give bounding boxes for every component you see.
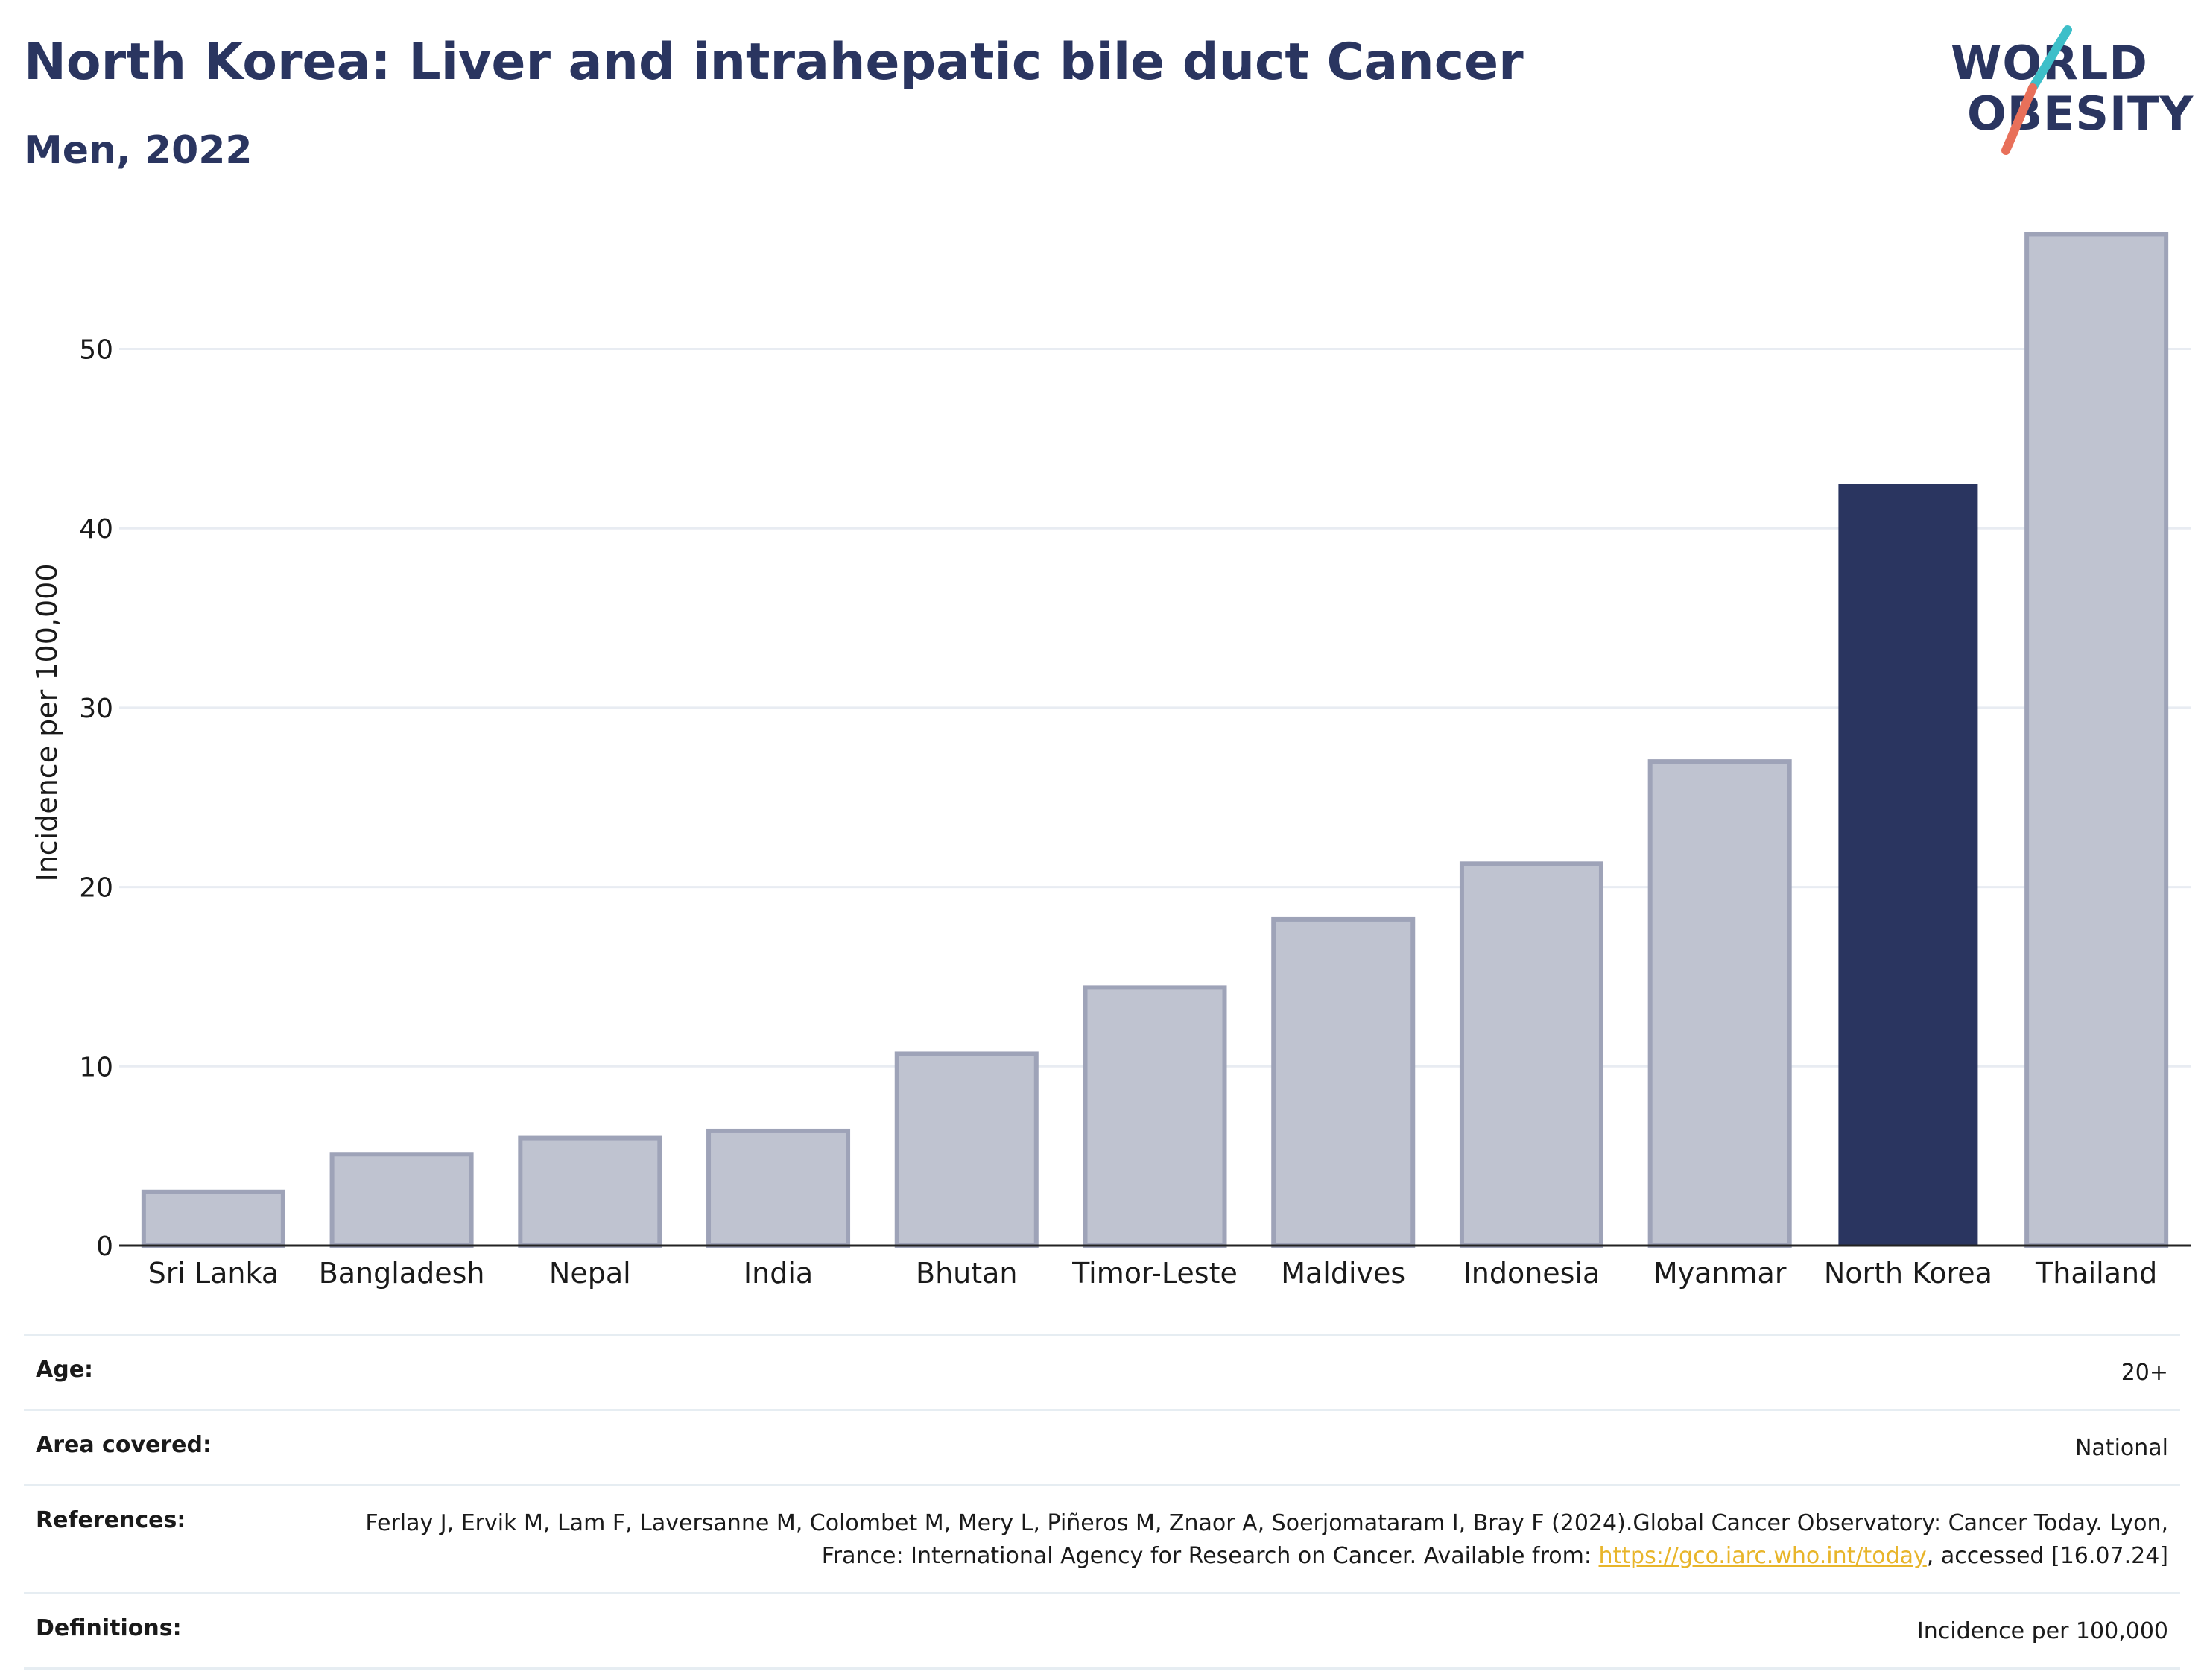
x-tick-label: Timor-Leste (1071, 1257, 1238, 1290)
x-tick-label: Indonesia (1463, 1257, 1600, 1290)
y-tick-label: 20 (79, 873, 113, 904)
y-axis-label: Incidence per 100,000 (31, 563, 63, 881)
age-label: Age: (36, 1357, 94, 1383)
y-tick-label: 10 (79, 1052, 113, 1083)
x-tick-label: Nepal (549, 1257, 631, 1290)
x-tick-label: Myanmar (1653, 1257, 1787, 1290)
references-label: References: (36, 1507, 186, 1533)
y-tick-label: 30 (79, 694, 113, 724)
bar-india (706, 1128, 851, 1249)
chart-subtitle: Men, 2022 (24, 128, 253, 173)
bar-maldives (1271, 916, 1416, 1249)
bar-chart: 0 10 20 30 40 50 Sri Lanka Bangladesh Nepal India… (31, 232, 2191, 1290)
x-tick-label: Bangladesh (319, 1257, 485, 1290)
logo-line-2: OBESITY (1967, 86, 2194, 141)
bar-indonesia (1459, 861, 1603, 1249)
references-text-2: , accessed [16.07.24] (1926, 1543, 2168, 1569)
references-link[interactable]: https://gco.iarc.who.int/today (1598, 1543, 1927, 1569)
age-value: 20+ (2121, 1360, 2168, 1386)
world-obesity-logo: WORLD OBESITY (1937, 15, 2194, 156)
x-tick-label: Maldives (1281, 1257, 1405, 1290)
bar-sri-lanka (141, 1189, 285, 1248)
meta-row-area: Area covered: National (24, 1409, 2180, 1484)
area-value: National (2074, 1435, 2168, 1461)
meta-row-definitions: Definitions: Incidence per 100,000 (24, 1592, 2180, 1670)
bar-myanmar (1647, 759, 1792, 1248)
bar-north-korea (1838, 484, 1978, 1246)
x-tick-label: India (744, 1257, 813, 1290)
definitions-label: Definitions: (36, 1615, 182, 1641)
metadata-table: Age: 20+ Area covered: National Referenc… (24, 1334, 2180, 1670)
x-tick-label: Bhutan (916, 1257, 1018, 1290)
x-tick-label: North Korea (1824, 1257, 1992, 1290)
bar-nepal (518, 1135, 662, 1249)
area-label: Area covered: (36, 1432, 212, 1458)
y-tick-label: 0 (96, 1232, 113, 1262)
axes: 0 10 20 30 40 50 Sri Lanka Bangladesh Nepal India… (79, 335, 2191, 1290)
references-value: Ferlay J, Ervik M, Lam F, Laversanne M, … (343, 1507, 2168, 1573)
meta-row-references: References: Ferlay J, Ervik M, Lam F, La… (24, 1484, 2180, 1592)
bar-bangladesh (329, 1152, 474, 1248)
definitions-value: Incidence per 100,000 (1916, 1618, 2168, 1644)
meta-row-age: Age: 20+ (24, 1334, 2180, 1409)
references-text-1: Ferlay J, Ervik M, Lam F, Laversanne M, … (365, 1510, 2168, 1569)
y-tick-label: 40 (79, 514, 113, 545)
y-tick-label: 50 (79, 335, 113, 365)
bars (141, 232, 2169, 1249)
x-tick-label: Sri Lanka (148, 1257, 279, 1290)
bar-timor-leste (1083, 985, 1227, 1249)
x-tick-label: Thailand (2035, 1257, 2157, 1290)
logo-slash-icon (2001, 25, 2072, 155)
bar-thailand (2024, 232, 2169, 1248)
chart-title: North Korea: Liver and intrahepatic bile… (24, 33, 1524, 92)
bar-bhutan (894, 1051, 1039, 1248)
